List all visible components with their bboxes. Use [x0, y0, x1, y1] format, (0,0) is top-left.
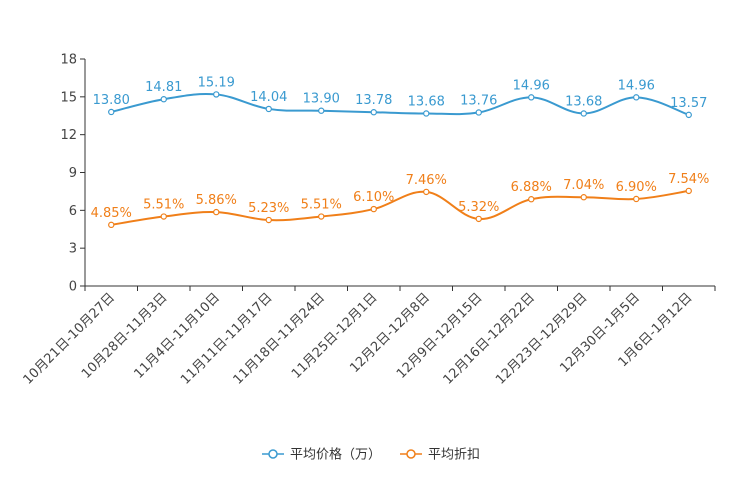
data-point [685, 187, 692, 195]
data-label: 14.96 [618, 78, 655, 93]
data-label: 5.32% [458, 200, 499, 215]
legend-label: 平均价格（万） [290, 447, 381, 463]
x-category-label: 11月11日-11月17日 [178, 290, 275, 387]
data-label: 13.78 [355, 93, 392, 108]
data-label: 13.80 [93, 93, 130, 108]
data-point [423, 110, 430, 117]
data-label: 14.04 [250, 90, 287, 105]
data-point [265, 105, 272, 113]
legend: 平均价格（万） 平均折扣 [262, 447, 480, 463]
data-point [580, 194, 587, 201]
series-avg-discount: 4.85% 5.51% 5.86% 5.23% 5.51% 6.10% 7.46% 5.32%… [91, 172, 709, 229]
data-label: 6.90% [616, 180, 657, 195]
data-label: 14.96 [513, 78, 550, 93]
data-label: 14.81 [145, 80, 182, 95]
data-point [685, 111, 692, 119]
x-category-label: 11月18日-11月24日 [231, 290, 328, 387]
legend-item-avg-price: 平均价格（万） [262, 447, 381, 463]
data-point [580, 110, 587, 117]
data-point [528, 196, 535, 203]
data-point [475, 215, 482, 223]
y-tick-label: 12 [60, 128, 77, 143]
data-point [265, 216, 272, 224]
y-tick-label: 6 [69, 204, 77, 219]
legend-marker-icon [406, 449, 416, 459]
data-point [213, 208, 220, 216]
data-label: 13.68 [565, 94, 602, 109]
series-line [111, 93, 690, 116]
data-label: 7.04% [563, 178, 604, 193]
data-label: 5.23% [248, 201, 289, 216]
data-label: 13.90 [303, 92, 340, 107]
y-tick-label: 18 [60, 53, 77, 68]
data-point [475, 109, 482, 116]
series-avg-price: 13.80 14.81 15.19 14.04 13.90 13.78 13.68 13.76… [93, 75, 707, 119]
data-label: 5.86% [196, 193, 237, 208]
data-point [528, 94, 535, 101]
data-point [160, 213, 167, 220]
data-label: 15.19 [198, 75, 235, 90]
x-category-label: 10月21日-10月27日 [21, 290, 118, 387]
legend-label: 平均折扣 [428, 448, 480, 463]
data-label: 13.76 [460, 93, 497, 108]
legend-marker-icon [268, 449, 278, 459]
legend-item-avg-discount: 平均折扣 [400, 448, 480, 463]
data-label: 5.51% [301, 198, 342, 213]
data-label: 13.57 [670, 96, 707, 111]
data-label: 7.54% [668, 172, 709, 187]
data-point [318, 107, 325, 114]
data-point [370, 205, 377, 213]
data-label: 4.85% [91, 206, 132, 221]
x-category-label: 12月16日-12月22日 [441, 290, 538, 387]
data-point [423, 188, 430, 196]
data-point [633, 94, 640, 101]
x-category-label: 12月23日-12月29日 [493, 290, 590, 387]
series-line [111, 189, 689, 226]
data-point [108, 221, 115, 229]
data-point [318, 213, 325, 220]
data-point [633, 195, 640, 203]
data-point [213, 91, 220, 98]
data-label: 5.51% [143, 198, 184, 213]
data-label: 6.88% [511, 180, 552, 195]
y-tick-label: 0 [69, 280, 77, 295]
data-label: 13.68 [408, 94, 445, 109]
data-label: 7.46% [406, 173, 447, 188]
y-tick-label: 15 [60, 90, 77, 105]
y-tick-label: 3 [69, 242, 77, 257]
data-label: 6.10% [353, 190, 394, 205]
data-point [108, 108, 115, 116]
data-point [370, 109, 377, 116]
series-layer: 13.80 14.81 15.19 14.04 13.90 13.78 13.68 13.76… [91, 75, 709, 229]
data-point [160, 96, 167, 103]
y-tick-label: 9 [69, 166, 77, 181]
